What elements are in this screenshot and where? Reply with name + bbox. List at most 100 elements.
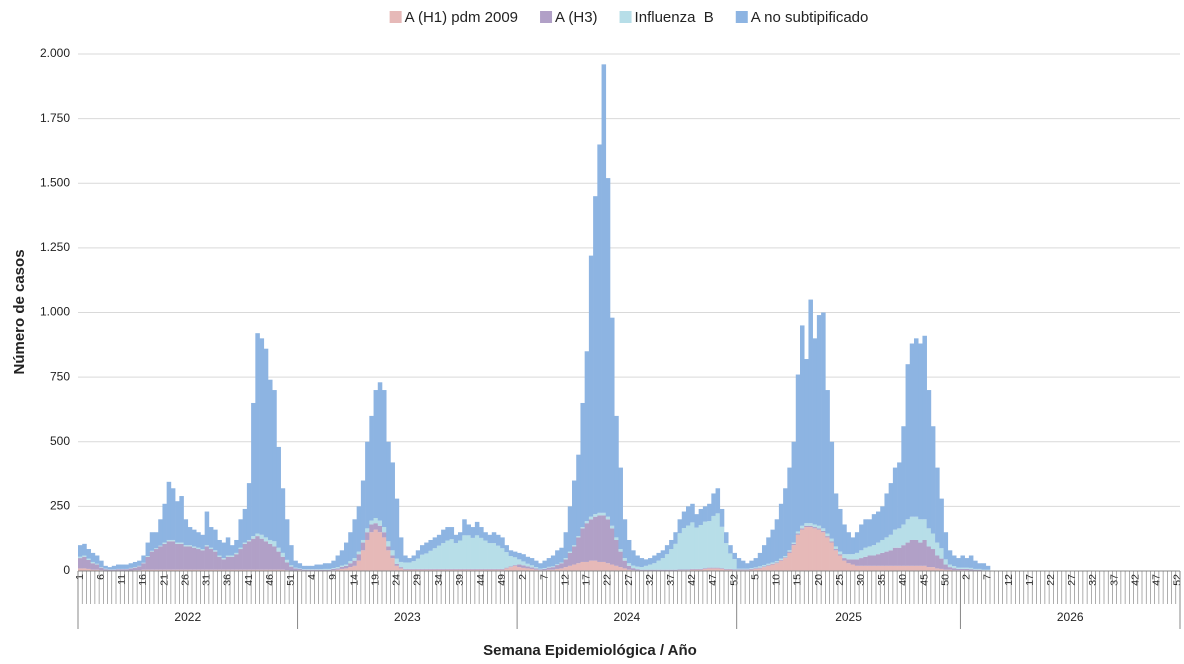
bar-segment — [538, 563, 543, 569]
bar-segment — [580, 528, 585, 562]
bar-segment — [403, 568, 408, 570]
bar-segment — [567, 552, 573, 566]
x-tick-label: 12 — [559, 574, 571, 586]
bar-segment — [242, 569, 248, 571]
bar-segment — [415, 568, 421, 570]
bar-segment — [154, 569, 159, 571]
bar-segment — [664, 545, 670, 555]
bar-segment — [884, 565, 889, 571]
bar-segment — [225, 556, 231, 570]
bar-segment — [369, 520, 374, 525]
bar-segment — [415, 569, 421, 571]
bar-segment — [947, 567, 953, 570]
bar-segment — [918, 343, 923, 520]
bar-segment — [470, 569, 476, 571]
bar-segment — [690, 568, 695, 570]
y-tick-label: 750 — [50, 369, 70, 383]
bar-segment — [415, 550, 421, 559]
x-tick-label: 17 — [1024, 574, 1036, 586]
bar-segment — [749, 568, 754, 570]
bar-segment — [546, 567, 552, 570]
bar-segment — [897, 528, 902, 548]
bar-segment — [255, 536, 260, 570]
bar-segment — [698, 508, 704, 525]
bar-segment — [812, 528, 818, 571]
bar-segment — [162, 542, 167, 544]
bar-segment — [593, 514, 598, 517]
bar-segment — [745, 563, 750, 569]
bar-segment — [622, 568, 628, 571]
bar-segment — [816, 529, 822, 571]
bar-segment — [369, 415, 374, 521]
bar-segment — [871, 514, 877, 546]
bar-segment — [196, 549, 201, 570]
bar-segment — [263, 537, 269, 542]
bar-segment — [914, 539, 919, 566]
bar-segment — [352, 519, 357, 559]
bar-segment — [407, 562, 412, 569]
bar-segment — [555, 564, 560, 566]
bar-segment — [78, 556, 83, 559]
bar-segment — [230, 555, 235, 557]
bar-segment — [918, 565, 923, 571]
x-tick-label: 9 — [327, 574, 339, 580]
bar-segment — [487, 569, 493, 571]
bar-segment — [154, 532, 159, 549]
bar-segment — [238, 519, 243, 548]
bar-segment — [563, 558, 569, 560]
bar-segment — [335, 568, 341, 570]
bar-segment — [702, 506, 708, 522]
bar-segment — [137, 565, 142, 567]
bar-segment — [200, 534, 205, 550]
bar-segment — [715, 567, 721, 569]
x-tick-label: 41 — [243, 574, 255, 586]
bar-segment — [162, 543, 167, 570]
bar-segment — [736, 569, 742, 571]
bar-segment — [892, 467, 898, 530]
bar-segment — [508, 566, 514, 568]
bar-segment — [428, 568, 433, 570]
bar-segment — [863, 519, 868, 548]
x-tick-label: 16 — [137, 574, 149, 586]
bar-segment — [964, 558, 970, 568]
bar-segment — [829, 538, 835, 542]
bar-segment — [474, 568, 480, 570]
x-tick-label: 7 — [538, 574, 550, 580]
bar-segment — [546, 558, 552, 567]
bar-segment — [259, 534, 265, 539]
bar-segment — [859, 550, 864, 559]
bar-segment — [542, 560, 547, 569]
bar-segment — [263, 348, 269, 538]
bar-segment — [711, 493, 716, 516]
bar-segment — [694, 527, 699, 569]
bar-segment — [149, 532, 155, 551]
bar-segment — [652, 569, 657, 571]
bar-segment — [669, 549, 674, 570]
bar-segment — [973, 560, 978, 569]
bar-segment — [694, 514, 699, 528]
bar-segment — [719, 526, 725, 569]
bar-segment — [183, 545, 189, 547]
legend-label: A (H1) pdm 2009 — [405, 9, 518, 26]
bar-segment — [783, 488, 788, 557]
bar-segment — [293, 560, 298, 568]
bar-segment — [255, 569, 260, 571]
bar-segment — [559, 547, 564, 563]
bar-segment — [867, 519, 873, 547]
bar-segment — [327, 568, 332, 570]
bar-segment — [926, 528, 932, 547]
bar-segment — [897, 565, 902, 571]
bar-segment — [538, 569, 543, 571]
bar-segment — [496, 545, 501, 569]
bar-segment — [850, 537, 856, 555]
bar-segment — [812, 527, 818, 529]
bar-segment — [800, 325, 805, 526]
bar-segment — [508, 556, 514, 567]
bar-segment — [816, 315, 822, 526]
bar-segment — [238, 569, 243, 571]
bar-segment — [424, 553, 429, 569]
y-tick-label: 1.250 — [40, 240, 70, 254]
bar-segment — [276, 569, 281, 571]
bar-segment — [272, 541, 277, 547]
bar-segment — [572, 480, 577, 546]
